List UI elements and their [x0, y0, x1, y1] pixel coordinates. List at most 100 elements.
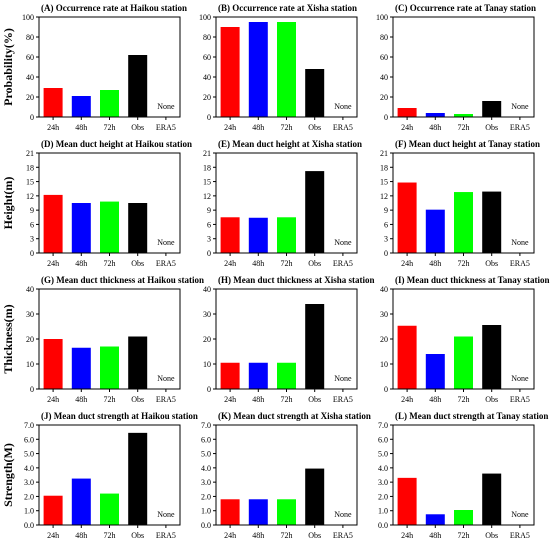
x-tick-label: Obs: [131, 395, 144, 404]
y-tick-label: 0: [207, 113, 211, 122]
bar-Obs: [128, 432, 148, 525]
y-tick-label: 3: [30, 235, 34, 244]
y-tick-label: 3: [207, 235, 211, 244]
y-tick-label: 40: [203, 73, 211, 82]
y-tick-label: 21: [203, 149, 211, 158]
y-tick-label: 40: [380, 285, 388, 294]
y-tick-label: 10: [26, 360, 34, 369]
y-tick-label: 9: [207, 206, 211, 215]
y-tick-label: 4.0: [201, 464, 211, 473]
x-tick-label: ERA5: [333, 531, 353, 540]
bar-72h: [454, 336, 473, 389]
x-tick-label: 72h: [458, 259, 470, 268]
x-tick-label: 48h: [75, 259, 87, 268]
row-ylabel: Thickness(m): [1, 304, 15, 373]
y-tick-label: 30: [203, 310, 211, 319]
none-label: None: [157, 102, 175, 111]
none-label: None: [334, 374, 352, 383]
y-tick-label: 10: [203, 360, 211, 369]
y-tick-label: 10: [380, 360, 388, 369]
y-tick-label: 60: [203, 53, 211, 62]
y-tick-label: 100: [376, 13, 388, 22]
y-tick-label: 6.0: [24, 435, 34, 444]
y-tick-label: 4.0: [24, 464, 34, 473]
bar-48h: [71, 203, 91, 253]
y-tick-label: 6: [384, 220, 388, 229]
x-tick-label: 48h: [252, 531, 264, 540]
y-tick-label: 2.0: [201, 492, 211, 501]
panel: (F) Mean duct height at Tanay station Non…: [380, 139, 540, 268]
bar-48h: [425, 113, 445, 117]
x-tick-label: ERA5: [510, 531, 530, 540]
none-label: None: [334, 102, 352, 111]
none-label: None: [334, 238, 352, 247]
y-tick-label: 20: [380, 335, 388, 344]
row-ylabel: Probability(%): [1, 28, 15, 106]
bar-Obs: [305, 69, 325, 117]
x-tick-label: 48h: [429, 395, 441, 404]
x-tick-label: Obs: [308, 531, 321, 540]
y-tick-label: 0: [30, 385, 34, 394]
x-tick-label: ERA5: [510, 259, 530, 268]
panel: (A) Occurrence rate at Haikou station Non…: [22, 3, 187, 132]
panel: (D) Mean duct height at Haikou station No…: [26, 139, 192, 268]
y-tick-label: 80: [380, 33, 388, 42]
bar-24h: [220, 217, 240, 253]
bar-48h: [425, 209, 445, 253]
x-tick-label: 48h: [75, 395, 87, 404]
x-tick-label: 48h: [429, 259, 441, 268]
x-tick-label: 24h: [224, 259, 236, 268]
x-tick-label: 48h: [75, 123, 87, 132]
panel-title: (K) Mean duct strength at Xisha station: [218, 411, 371, 421]
none-label: None: [157, 510, 175, 519]
x-tick-label: 24h: [47, 531, 59, 540]
panel-title: (J) Mean duct strength at Haikou station: [41, 411, 198, 421]
x-tick-label: 24h: [401, 123, 413, 132]
x-tick-label: Obs: [131, 123, 144, 132]
bar-Obs: [128, 336, 148, 389]
row-ylabel: Height(m): [1, 177, 15, 230]
y-tick-label: 7.0: [24, 421, 34, 430]
x-tick-label: 72h: [281, 123, 293, 132]
bar-48h: [425, 514, 445, 525]
x-tick-label: 72h: [458, 123, 470, 132]
panel-title: (G) Mean duct thickness at Haikou statio…: [41, 275, 204, 285]
bar-24h: [220, 362, 240, 389]
y-tick-label: 30: [26, 310, 34, 319]
panel-title: (F) Mean duct height at Tanay station: [395, 139, 540, 149]
x-tick-label: ERA5: [156, 259, 176, 268]
y-tick-label: 40: [203, 285, 211, 294]
x-tick-label: 24h: [47, 395, 59, 404]
y-tick-label: 3: [384, 235, 388, 244]
bar-24h: [43, 194, 63, 253]
panel-title: (B) Occurrence rate at Xisha station: [218, 3, 357, 13]
y-tick-label: 0: [30, 249, 34, 258]
y-tick-label: 100: [199, 13, 211, 22]
panel-title: (C) Occurrence rate at Tanay station: [395, 3, 536, 13]
bar-24h: [397, 325, 417, 389]
x-tick-label: 72h: [458, 395, 470, 404]
y-tick-label: 0: [207, 249, 211, 258]
panel: (H) Mean duct thickness at Xisha station…: [203, 275, 375, 404]
x-tick-label: Obs: [308, 259, 321, 268]
bar-24h: [43, 495, 63, 525]
bar-72h: [100, 346, 119, 389]
x-tick-label: 72h: [104, 123, 116, 132]
panel: (L) Mean duct strength at Tanay station N…: [378, 411, 548, 540]
bar-Obs: [482, 325, 502, 389]
bar-72h: [454, 192, 473, 253]
x-tick-label: 48h: [75, 531, 87, 540]
y-tick-label: 20: [203, 93, 211, 102]
x-tick-label: 72h: [104, 395, 116, 404]
x-tick-label: 72h: [281, 259, 293, 268]
y-tick-label: 1.0: [24, 507, 34, 516]
panel-title: (D) Mean duct height at Haikou station: [41, 139, 192, 149]
y-tick-label: 20: [26, 335, 34, 344]
y-tick-label: 9: [30, 206, 34, 215]
y-tick-label: 5.0: [24, 450, 34, 459]
x-tick-label: Obs: [485, 123, 498, 132]
bar-48h: [248, 499, 268, 525]
none-label: None: [511, 374, 529, 383]
y-tick-label: 0: [384, 113, 388, 122]
x-tick-label: ERA5: [510, 123, 530, 132]
